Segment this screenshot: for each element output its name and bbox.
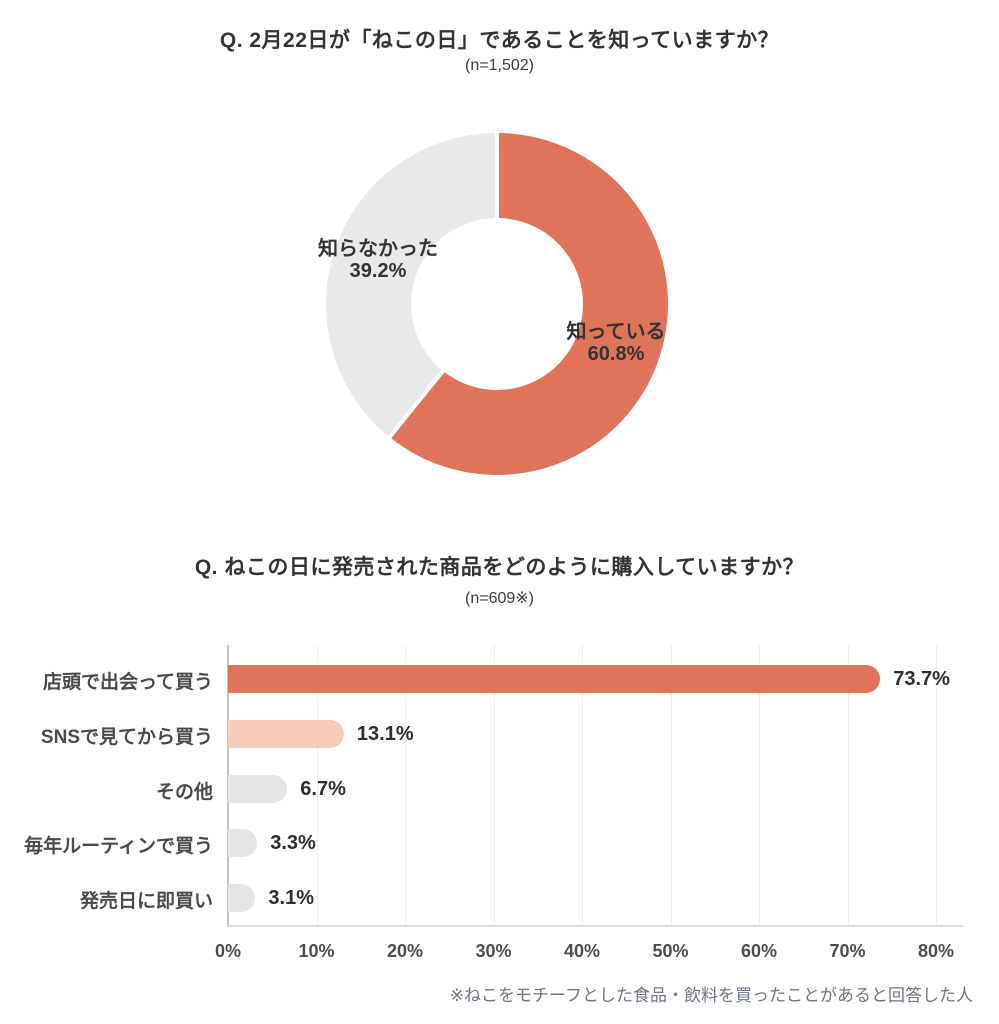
donut-chart-title: Q. 2月22日が「ねこの日」であることを知っていますか？	[219, 29, 780, 52]
donut-label-aware-value: 60.8%	[587, 343, 645, 365]
donut-slice-aware	[389, 133, 668, 475]
bar-1	[228, 719, 344, 748]
gridline-40pct	[582, 645, 583, 925]
bar-chart: 店頭で出会って買う 73.7% SNSで見てから買う 13.1% その他 6.7% 毎年ルー…	[0, 645, 999, 975]
bar-label-4: 発売日に即買い	[79, 891, 213, 912]
x-tick-0pct: 0%	[214, 941, 241, 961]
bar-label-2: その他	[155, 781, 213, 803]
bar-label-0: 店頭で出会って買う	[42, 672, 213, 693]
x-axis-line	[227, 925, 963, 927]
bar-chart-footnote: ※ねこをモチーフとした食品・飲料を買ったことがあると回答した人	[449, 986, 973, 1005]
bar-2	[228, 774, 288, 803]
donut-label-unaware-value: 39.2%	[349, 260, 407, 282]
bar-value-3: 3.3%	[270, 832, 316, 855]
donut-slice-divider	[384, 365, 449, 444]
bar-value-1: 13.1%	[356, 722, 414, 745]
x-tick-50pct: 50%	[652, 941, 689, 961]
donut-label-aware-text: 知っている	[566, 321, 666, 343]
bar-label-3: 毎年ルーティンで買う	[24, 836, 213, 858]
donut-chart-sample-size: (n=1,502)	[465, 57, 534, 74]
x-tick-40pct: 40%	[563, 941, 601, 961]
donut-label-aware: 知っている 60.8%	[486, 321, 746, 365]
donut-chart	[325, 127, 668, 475]
gridline-30pct	[493, 645, 495, 925]
gridline-20pct	[405, 645, 406, 925]
bar-4	[228, 884, 256, 912]
x-tick-60pct: 60%	[740, 941, 778, 961]
bar-value-0: 73.7%	[893, 668, 950, 690]
bar-chart-sample-size: (n=609※)	[465, 590, 534, 607]
donut-label-unaware: 知らなかった 39.2%	[248, 238, 508, 282]
x-tick-80pct: 80%	[917, 941, 955, 961]
gridline-50pct	[670, 645, 672, 925]
gridline-70pct	[847, 645, 849, 925]
gridline-10pct	[316, 645, 318, 925]
x-tick-70pct: 70%	[829, 941, 866, 961]
x-tick-20pct: 20%	[386, 941, 424, 961]
donut-slice-unaware	[325, 133, 497, 438]
bar-0	[228, 665, 881, 693]
bar-label-1: SNSで見てから買う	[40, 726, 213, 748]
gridline-60pct	[759, 645, 760, 925]
gridline-80pct	[936, 645, 937, 925]
x-tick-10pct: 10%	[298, 941, 335, 961]
bar-chart-title: Q. ねこの日に発売された商品をどのように購入していますか？	[194, 556, 805, 579]
bar-value-4: 3.1%	[268, 887, 315, 909]
x-tick-30pct: 30%	[475, 941, 512, 961]
donut-label-unaware-text: 知らなかった	[318, 238, 438, 260]
bar-value-2: 6.7%	[300, 777, 346, 800]
bar-3	[228, 829, 258, 858]
